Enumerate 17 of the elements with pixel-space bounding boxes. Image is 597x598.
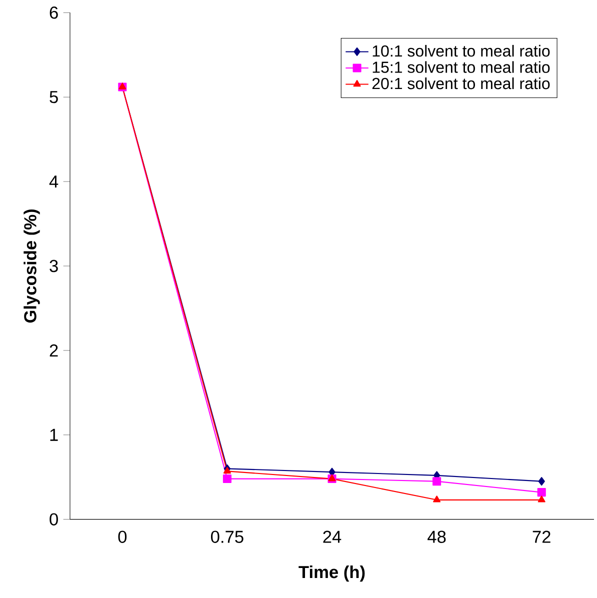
legend-label: 15:1 solvent to meal ratio [372, 61, 550, 73]
legend-label: 20:1 solvent to meal ratio [372, 77, 550, 90]
x-axis-title: Time (h) [298, 565, 365, 582]
y-axis-title: Glycoside (%) [24, 210, 40, 323]
legend-label: 10:1 solvent to meal ratio [372, 44, 550, 57]
y-tick-label: 5 [50, 91, 58, 104]
y-tick-label: 6 [50, 6, 58, 19]
x-tick-label: 72 [532, 530, 550, 543]
x-tick-label: 48 [428, 530, 446, 543]
y-tick-label: 1 [50, 428, 58, 441]
y-tick-label: 0 [50, 513, 58, 526]
y-tick-label: 3 [50, 260, 58, 272]
y-tick-label: 2 [50, 344, 58, 356]
y-tick-label: 4 [49, 176, 58, 188]
x-tick-label: 0.75 [211, 530, 244, 543]
x-tick-label: 24 [323, 530, 342, 543]
x-tick-label: 0 [118, 530, 127, 543]
